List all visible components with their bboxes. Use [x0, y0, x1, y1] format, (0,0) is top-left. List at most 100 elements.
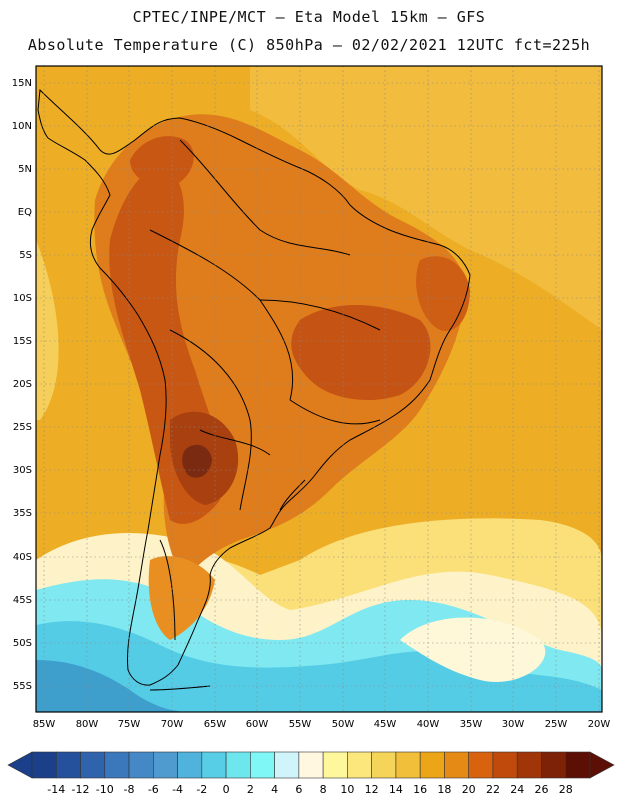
latitude-axis: 15N 10N 5N EQ 5S 10S 15S 20S 25S 30S 35S… [12, 78, 32, 692]
colorbar-swatch [322, 751, 348, 779]
lat-label: 5N [18, 164, 32, 175]
colorbar-label: 8 [320, 783, 327, 796]
colorbar-swatch [347, 751, 372, 779]
colorbar-swatch [492, 751, 518, 779]
colorbar-swatch [444, 751, 469, 779]
lat-label: 5S [19, 250, 32, 261]
border-1 [179, 139, 351, 256]
field-swirl [400, 617, 546, 682]
border-5 [289, 399, 381, 425]
colorbar-swatch [468, 751, 494, 779]
colorbar-swatch [104, 751, 130, 779]
lat-label: 25S [13, 422, 32, 433]
colorbar-swatch [516, 751, 542, 779]
colorbar-swatch [225, 751, 251, 779]
border-7 [279, 479, 306, 511]
colorbar-label: 10 [340, 783, 354, 796]
colorbar-arrow-right [589, 751, 615, 779]
lat-label: 15S [13, 336, 32, 347]
lat-label: 10S [13, 293, 32, 304]
lon-label: 45W [374, 719, 397, 730]
colorbar-swatch [395, 751, 421, 779]
colorbar-label: 28 [559, 783, 573, 796]
colorbar-swatch [153, 751, 178, 779]
field-ocean-northeast [250, 66, 602, 330]
border-chile-argentina [159, 539, 176, 641]
colorbar-swatch [80, 751, 106, 779]
field-hottest-spot [182, 444, 212, 478]
border-3 [169, 329, 252, 511]
border-2 [149, 229, 294, 401]
lat-label: 35S [13, 508, 32, 519]
temperature-field [36, 66, 602, 712]
lon-label: 60W [246, 719, 269, 730]
colorbar-label: -10 [96, 783, 114, 796]
colorbar-label: 22 [486, 783, 500, 796]
lat-label: 50S [13, 638, 32, 649]
colorbar-label: -4 [172, 783, 183, 796]
lat-label: 45S [13, 595, 32, 606]
colorbar-swatch [55, 751, 81, 779]
lat-label: 40S [13, 552, 32, 563]
lon-label: 70W [161, 719, 184, 730]
border-6 [199, 429, 271, 456]
map-frame [35, 65, 603, 713]
lon-label: 80W [76, 719, 99, 730]
lat-label: 30S [13, 465, 32, 476]
colorbar-swatch [298, 751, 324, 779]
colorbar-swatch [419, 751, 445, 779]
lon-label: 40W [417, 719, 440, 730]
field-venezuela-hot [130, 136, 194, 187]
colorbar-label: 20 [462, 783, 476, 796]
colorbar: -14 -12 -10 -8 -6 -4 -2 0 2 4 6 8 10 12 14 16 18 20 22 24 26… [7, 751, 615, 796]
colorbar-swatch [250, 751, 275, 779]
lon-label: 75W [118, 719, 141, 730]
colorbar-swatch [177, 751, 203, 779]
lon-label: 50W [332, 719, 355, 730]
colorbar-label: 12 [365, 783, 379, 796]
colorbar-label: 18 [437, 783, 451, 796]
field-patagonia [148, 556, 215, 640]
colorbar-label: -2 [196, 783, 207, 796]
lat-label: 20S [13, 379, 32, 390]
lon-label: 35W [460, 719, 483, 730]
colorbar-swatch [565, 751, 591, 779]
field-pacific-light [36, 240, 59, 420]
colorbar-swatch [31, 751, 57, 779]
lat-label: 15N [12, 78, 32, 89]
field-brazil-hot [291, 305, 431, 400]
colorbar-swatch [274, 751, 300, 779]
colorbar-label: 26 [534, 783, 548, 796]
colorbar-swatch [201, 751, 227, 779]
lat-label: 55S [13, 681, 32, 692]
border-4 [259, 299, 381, 331]
map-title-line2: Absolute Temperature (C) 850hPa – 02/02/… [27, 36, 591, 54]
field-northeast-brazil-hot [416, 256, 470, 331]
colorbar-label: -14 [47, 783, 65, 796]
colorbar-label: 4 [271, 783, 278, 796]
lon-label: 25W [545, 719, 568, 730]
colorbar-label: -12 [72, 783, 90, 796]
lon-label: 20W [588, 719, 611, 730]
longitude-axis: 85W 80W 75W 70W 65W 60W 55W 50W 45W 40W … [33, 719, 611, 730]
colorbar-label: 6 [295, 783, 302, 796]
colorbar-label: -6 [148, 783, 159, 796]
lon-label: 55W [289, 719, 312, 730]
lon-label: 85W [33, 719, 56, 730]
lat-label: EQ [18, 207, 32, 218]
colorbar-swatch [541, 751, 567, 779]
coastlines [37, 88, 471, 691]
colorbar-arrow-left [7, 751, 33, 779]
colorbar-swatch [371, 751, 397, 779]
tierra-del-fuego [149, 685, 211, 691]
colorbar-swatch [128, 751, 154, 779]
south-america-coast [37, 88, 471, 686]
colorbar-label: 24 [510, 783, 524, 796]
lon-label: 65W [204, 719, 227, 730]
colorbar-label: 2 [247, 783, 254, 796]
map-title-line1: CPTEC/INPE/MCT – Eta Model 15km – GFS [132, 8, 486, 26]
lon-label: 30W [502, 719, 525, 730]
colorbar-label: 16 [413, 783, 427, 796]
colorbar-label: -8 [124, 783, 135, 796]
